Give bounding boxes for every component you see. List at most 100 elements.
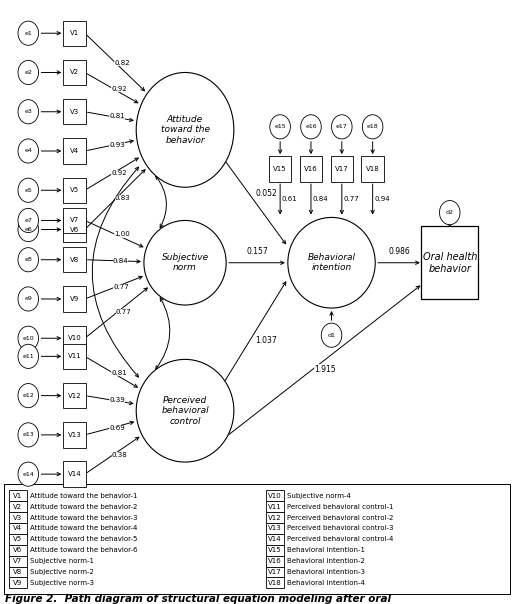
Text: 0.92: 0.92 [112,86,127,92]
Text: V10: V10 [68,335,81,341]
Circle shape [301,115,321,139]
Text: V3: V3 [70,109,79,115]
FancyBboxPatch shape [63,383,86,408]
FancyBboxPatch shape [9,556,27,567]
Circle shape [321,323,342,347]
Circle shape [18,217,39,242]
FancyBboxPatch shape [63,461,86,487]
Text: 0.82: 0.82 [115,60,130,66]
Text: Subjective norm-3: Subjective norm-3 [30,580,94,586]
Circle shape [332,115,352,139]
Text: e17: e17 [336,124,347,129]
FancyBboxPatch shape [9,501,27,512]
Circle shape [18,384,39,408]
Text: e8: e8 [24,257,32,262]
Text: Subjective norm-4: Subjective norm-4 [287,493,351,499]
Text: V13: V13 [268,525,282,532]
Text: 0.94: 0.94 [374,196,390,202]
FancyBboxPatch shape [9,534,27,545]
Text: Behavioral
intention: Behavioral intention [307,253,356,272]
FancyBboxPatch shape [63,138,86,164]
Text: Behavioral intention-3: Behavioral intention-3 [287,569,365,575]
FancyBboxPatch shape [63,21,86,46]
Text: V2: V2 [13,504,23,510]
Text: Perceived behavioral control-4: Perceived behavioral control-4 [287,536,393,542]
Text: Attitude toward the behavior-1: Attitude toward the behavior-1 [30,493,137,499]
Text: 0.84: 0.84 [313,196,328,202]
Text: 0.986: 0.986 [388,248,410,256]
Text: V5: V5 [70,187,79,193]
Text: V2: V2 [70,69,79,76]
Text: V1: V1 [70,30,79,36]
Circle shape [18,344,39,368]
Ellipse shape [288,217,375,308]
Text: e15: e15 [274,124,286,129]
FancyBboxPatch shape [63,60,86,85]
Text: 0.39: 0.39 [109,397,125,403]
FancyBboxPatch shape [266,577,284,588]
Text: Oral health
behavior: Oral health behavior [423,252,477,274]
Text: V8: V8 [70,257,79,263]
FancyBboxPatch shape [266,512,284,523]
Text: 0.052: 0.052 [255,189,277,198]
Circle shape [270,115,290,139]
Circle shape [362,115,383,139]
Text: V12: V12 [68,393,81,399]
FancyBboxPatch shape [63,326,86,351]
Text: e2: e2 [24,70,32,75]
Text: V4: V4 [70,148,79,154]
Circle shape [18,60,39,85]
Text: Behavioral intention-1: Behavioral intention-1 [287,547,365,553]
Text: e16: e16 [305,124,317,129]
Text: Subjective norm-2: Subjective norm-2 [30,569,94,575]
Ellipse shape [144,220,226,305]
Circle shape [18,100,39,124]
Circle shape [18,326,39,350]
FancyBboxPatch shape [63,99,86,124]
Circle shape [439,201,460,225]
Text: V15: V15 [268,547,282,553]
Text: d1: d1 [327,333,336,338]
Text: e14: e14 [23,472,34,477]
Text: e13: e13 [23,432,34,437]
Text: V9: V9 [13,580,23,586]
Text: V13: V13 [68,432,81,438]
Text: Attitude toward the behavior-3: Attitude toward the behavior-3 [30,515,137,521]
Text: Attitude toward the behavior-5: Attitude toward the behavior-5 [30,536,137,542]
FancyBboxPatch shape [361,156,384,182]
Text: 0.92: 0.92 [112,170,127,176]
Text: e9: e9 [24,297,32,301]
Text: V17: V17 [335,166,348,172]
Text: Perceived behavioral control-2: Perceived behavioral control-2 [287,515,393,521]
Text: V1: V1 [13,493,23,499]
Text: 0.81: 0.81 [109,114,125,120]
Text: e5: e5 [24,188,32,193]
Text: Perceived behavioral control-3: Perceived behavioral control-3 [287,525,393,532]
Text: V16: V16 [268,558,282,564]
Text: V6: V6 [13,547,23,553]
Circle shape [18,423,39,447]
FancyBboxPatch shape [266,556,284,567]
Text: Subjective
norm: Subjective norm [161,253,209,272]
Text: V14: V14 [268,536,282,542]
Circle shape [18,208,39,233]
Text: V15: V15 [273,166,287,172]
Text: Attitude toward the behavior-2: Attitude toward the behavior-2 [30,504,137,510]
FancyBboxPatch shape [300,156,322,182]
Text: 0.77: 0.77 [114,284,130,290]
Text: 0.84: 0.84 [113,258,128,264]
FancyBboxPatch shape [4,484,510,594]
FancyBboxPatch shape [63,217,86,242]
Text: e4: e4 [24,149,32,153]
Circle shape [18,139,39,163]
Text: Figure 2.  Path diagram of structural equation modeling after oral
health educat: Figure 2. Path diagram of structural equ… [5,594,391,604]
FancyBboxPatch shape [63,286,86,312]
FancyBboxPatch shape [63,208,86,233]
Text: V14: V14 [68,471,81,477]
Text: 1.00: 1.00 [114,231,130,237]
Text: 1.037: 1.037 [255,336,277,345]
FancyBboxPatch shape [266,501,284,512]
FancyBboxPatch shape [266,567,284,577]
FancyBboxPatch shape [9,523,27,534]
Text: 0.77: 0.77 [343,196,359,202]
